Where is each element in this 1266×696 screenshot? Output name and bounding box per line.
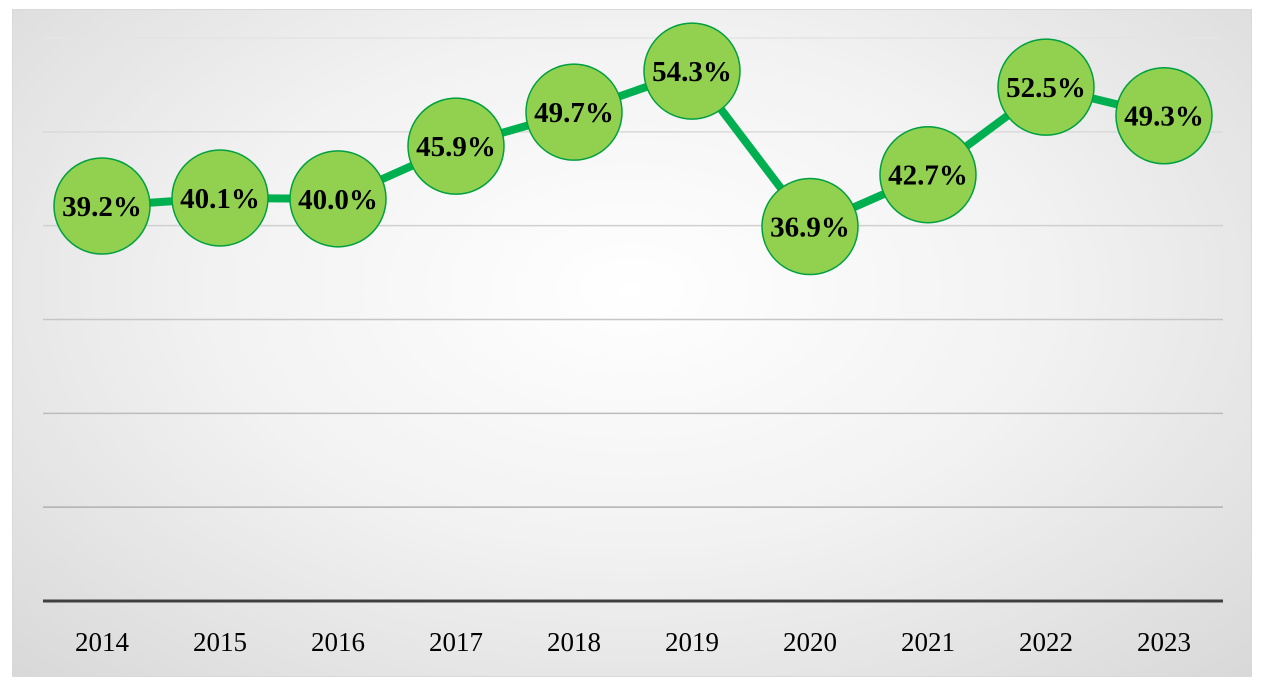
x-tick-label: 2020 xyxy=(783,627,837,657)
x-tick-label: 2022 xyxy=(1019,627,1073,657)
data-label: 42.7% xyxy=(888,160,968,192)
x-tick-label: 2021 xyxy=(901,627,955,657)
data-point-marker xyxy=(643,22,741,120)
data-point-marker xyxy=(997,38,1095,136)
line-chart: 2014 2015 2016 2017 2018 2019 2020 2021 2022 2023… xyxy=(43,22,1223,657)
data-label: 49.3% xyxy=(1124,101,1204,133)
chart-area: 2014 2015 2016 2017 2018 2019 2020 2021 2022 2023… xyxy=(12,9,1252,677)
data-label: 39.2% xyxy=(62,191,142,223)
data-point-marker xyxy=(1115,66,1213,165)
data-point-marker xyxy=(761,177,859,276)
data-point-marker xyxy=(525,63,623,161)
data-label: 40.1% xyxy=(180,183,260,215)
x-tick-label: 2018 xyxy=(547,627,601,657)
x-tick-label: 2017 xyxy=(429,627,483,657)
data-label: 49.7% xyxy=(534,97,614,129)
x-tick-label: 2016 xyxy=(311,627,365,657)
data-label: 54.3% xyxy=(652,56,732,88)
data-point-marker xyxy=(289,150,387,248)
data-point-marker xyxy=(407,97,505,195)
x-tick-label: 2023 xyxy=(1137,627,1191,657)
data-point-marker xyxy=(171,149,269,247)
data-label: 40.0% xyxy=(298,184,378,216)
data-label: 52.5% xyxy=(1006,72,1086,104)
data-label: 45.9% xyxy=(416,131,496,163)
data-point-marker xyxy=(879,125,977,224)
series-line xyxy=(98,67,1168,231)
x-tick-label: 2019 xyxy=(665,627,719,657)
data-label: 36.9% xyxy=(770,212,850,244)
data-point-marker xyxy=(53,157,151,255)
x-tick-label: 2014 xyxy=(75,627,130,657)
x-tick-label: 2015 xyxy=(193,627,247,657)
